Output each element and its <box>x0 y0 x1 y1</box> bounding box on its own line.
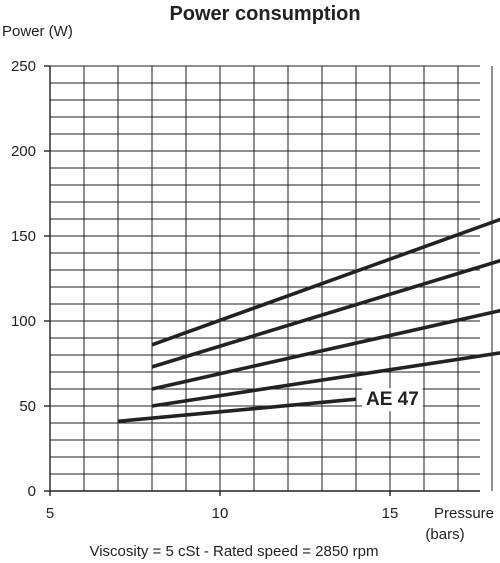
series-label-background <box>362 388 423 412</box>
series-labels: AE 97AE 77AE 67AE 57AE 47 <box>362 388 423 412</box>
y-tick-label: 50 <box>19 398 36 415</box>
axes <box>44 65 480 496</box>
series-line-ae-57 <box>151 351 500 408</box>
x-tick-labels: 510152025 <box>46 505 399 522</box>
y-tick-label: 100 <box>11 313 36 330</box>
series-line-ae-47 <box>117 397 357 424</box>
x-tick-label: 15 <box>382 505 399 522</box>
grid <box>50 65 493 491</box>
x-tick-label: 5 <box>46 505 54 522</box>
x-axis-label-line1: Pressure <box>434 505 494 522</box>
y-axis-label: Power (W) <box>2 23 73 40</box>
series-lines <box>117 217 500 424</box>
series-line-ae-67 <box>151 308 500 391</box>
x-tick-label: 10 <box>212 505 229 522</box>
y-tick-label: 150 <box>11 228 36 245</box>
series-label-ae-47: AE 47 <box>366 389 419 410</box>
y-tick-label: 200 <box>11 143 36 160</box>
y-tick-label: 0 <box>28 483 36 500</box>
chart-title: Power consumption <box>169 3 360 25</box>
y-tick-label: 250 <box>11 58 36 75</box>
series-line-ae-97 <box>151 217 500 347</box>
chart-caption: Viscosity = 5 cSt - Rated speed = 2850 r… <box>89 543 378 560</box>
y-tick-labels: 0 50 100 150 200 250 <box>11 58 36 500</box>
series-label-group: AE 47 <box>362 388 423 412</box>
x-axis-label-line2: (bars) <box>425 526 464 543</box>
series-line-ae-77 <box>151 258 500 369</box>
